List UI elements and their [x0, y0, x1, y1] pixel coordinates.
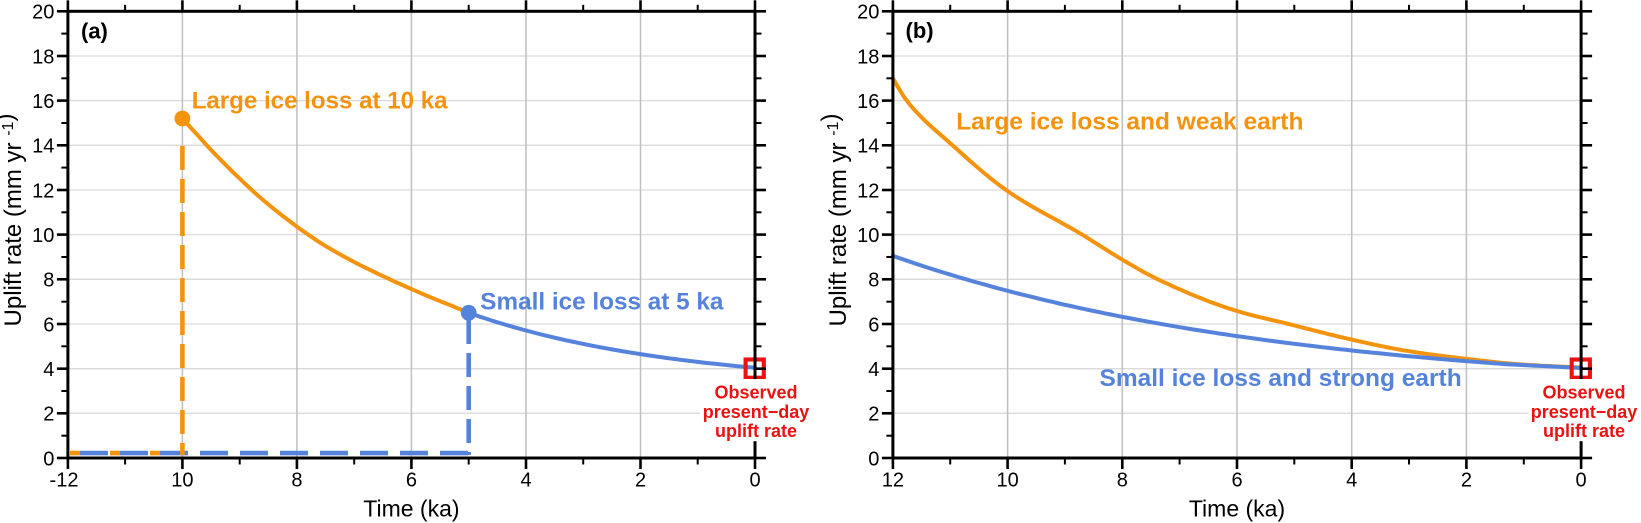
svg-text:2: 2 [868, 404, 879, 426]
svg-text:6: 6 [406, 470, 417, 492]
svg-text:present−day: present−day [703, 402, 810, 422]
svg-text:16: 16 [857, 91, 879, 113]
svg-text:uplift rate: uplift rate [1543, 421, 1625, 441]
svg-text:Time (ka): Time (ka) [1189, 496, 1285, 522]
svg-text:20: 20 [32, 2, 54, 24]
svg-text:14: 14 [857, 136, 879, 158]
svg-text:4: 4 [520, 470, 531, 492]
svg-text:-12: -12 [50, 470, 79, 492]
svg-text:2: 2 [1461, 470, 1472, 492]
svg-text:0: 0 [1576, 470, 1587, 492]
svg-text:10: 10 [996, 470, 1018, 492]
svg-text:present−day: present−day [1531, 402, 1638, 422]
svg-text:20: 20 [857, 2, 879, 24]
svg-text:12: 12 [882, 470, 904, 492]
svg-text:18: 18 [857, 46, 879, 68]
svg-text:(b): (b) [906, 18, 934, 43]
svg-text:0: 0 [749, 470, 760, 492]
svg-text:14: 14 [32, 136, 54, 158]
svg-text:0: 0 [43, 448, 54, 470]
svg-text:4: 4 [43, 359, 54, 381]
svg-text:8: 8 [43, 270, 54, 292]
svg-text:Uplift rate (mm yr -1): Uplift rate (mm yr -1) [817, 114, 852, 327]
svg-text:(a): (a) [81, 19, 108, 44]
svg-text:10: 10 [857, 225, 879, 247]
svg-text:2: 2 [43, 404, 54, 426]
svg-text:10: 10 [171, 470, 193, 492]
svg-text:Uplift rate (mm yr -1): Uplift rate (mm yr -1) [0, 114, 27, 327]
svg-text:16: 16 [32, 91, 54, 113]
svg-text:6: 6 [43, 314, 54, 336]
svg-text:18: 18 [32, 46, 54, 68]
svg-text:uplift rate: uplift rate [715, 421, 797, 441]
svg-text:Observed: Observed [714, 383, 797, 403]
svg-text:Large ice loss and weak earth: Large ice loss and weak earth [956, 109, 1303, 136]
svg-text:12: 12 [32, 180, 54, 202]
svg-text:Time (ka): Time (ka) [363, 496, 459, 522]
svg-text:0: 0 [868, 448, 879, 470]
svg-text:10: 10 [32, 225, 54, 247]
svg-text:Small ice loss and strong eart: Small ice loss and strong earth [1100, 365, 1462, 392]
svg-text:2: 2 [635, 470, 646, 492]
svg-text:6: 6 [1231, 470, 1242, 492]
svg-text:6: 6 [868, 314, 879, 336]
svg-text:4: 4 [1346, 470, 1357, 492]
svg-text:8: 8 [868, 270, 879, 292]
svg-text:12: 12 [857, 180, 879, 202]
svg-text:Small ice loss at 5 ka: Small ice loss at 5 ka [480, 288, 724, 315]
svg-text:Large ice loss at 10 ka: Large ice loss at 10 ka [192, 88, 448, 115]
svg-text:Observed: Observed [1542, 383, 1625, 403]
svg-text:8: 8 [291, 470, 302, 492]
svg-text:4: 4 [868, 359, 879, 381]
svg-text:8: 8 [1117, 470, 1128, 492]
